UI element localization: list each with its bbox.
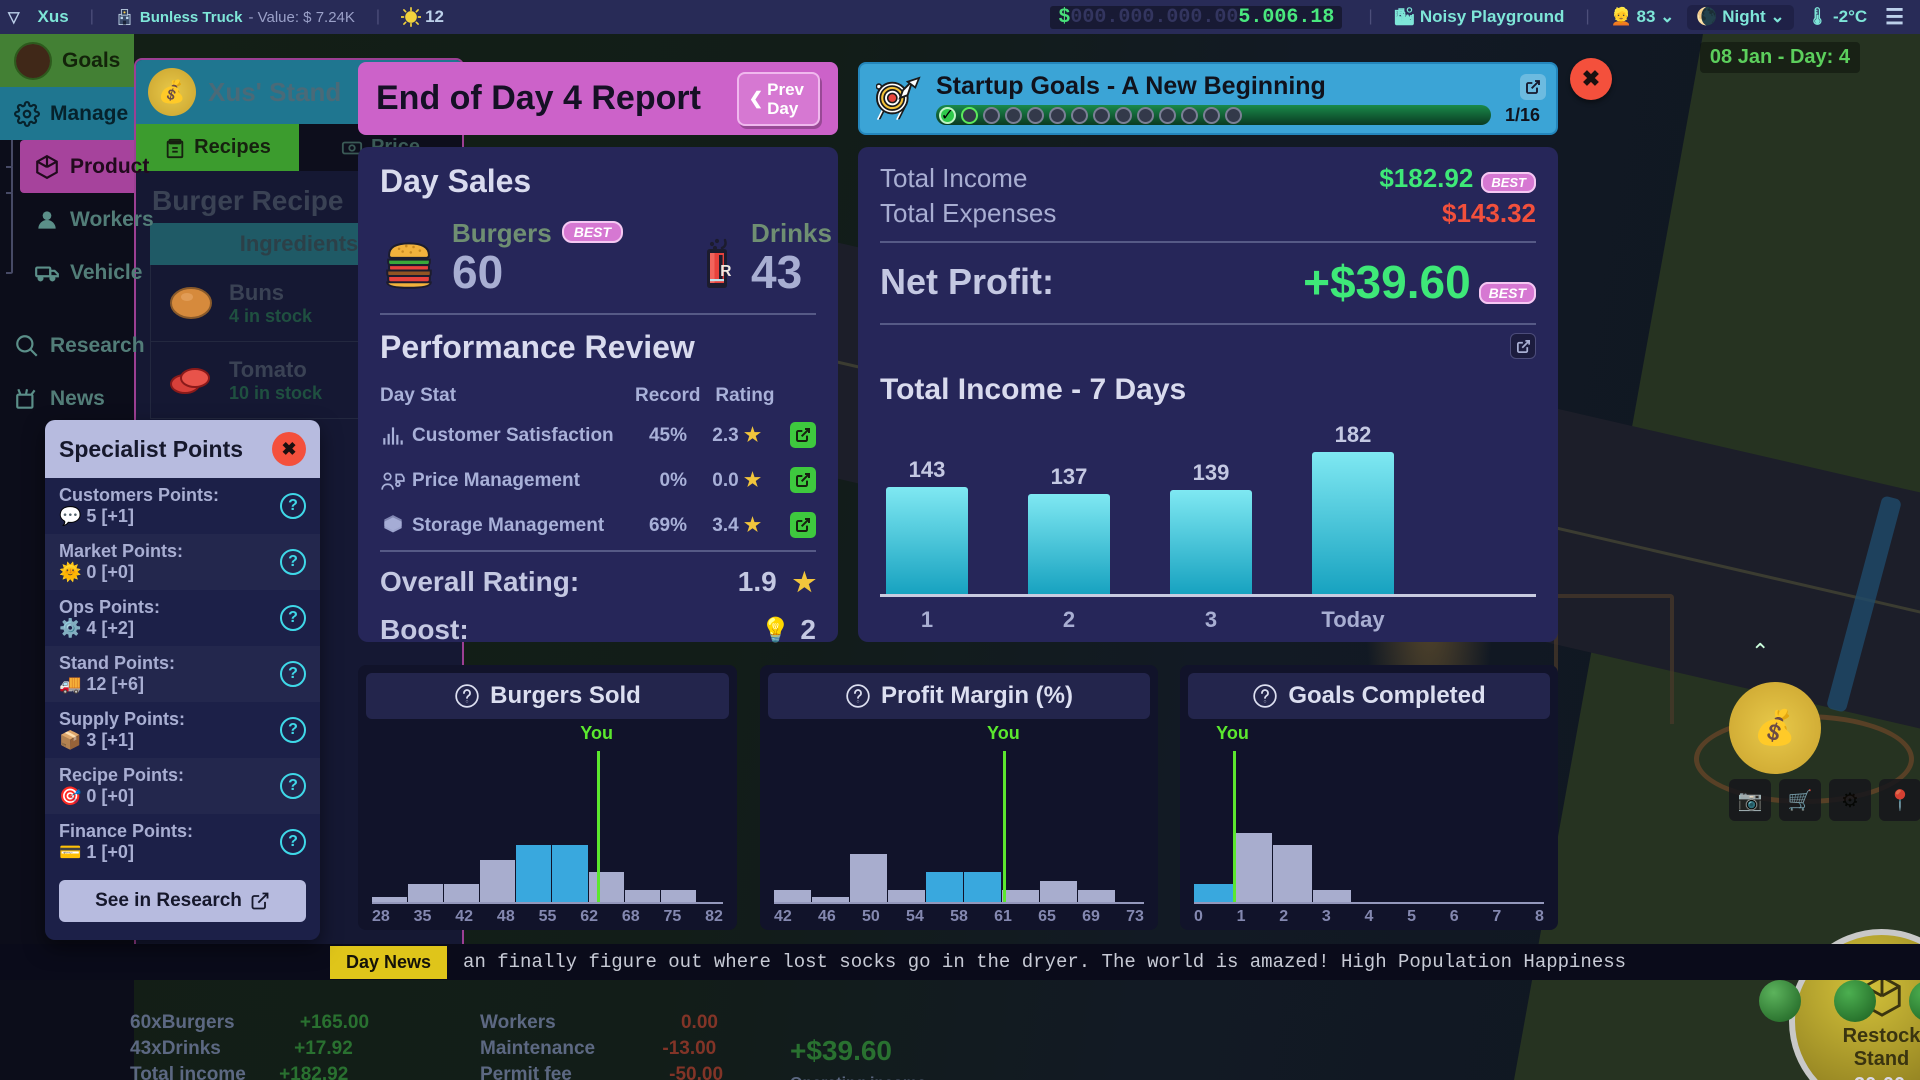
svg-text:R: R [720,263,731,280]
